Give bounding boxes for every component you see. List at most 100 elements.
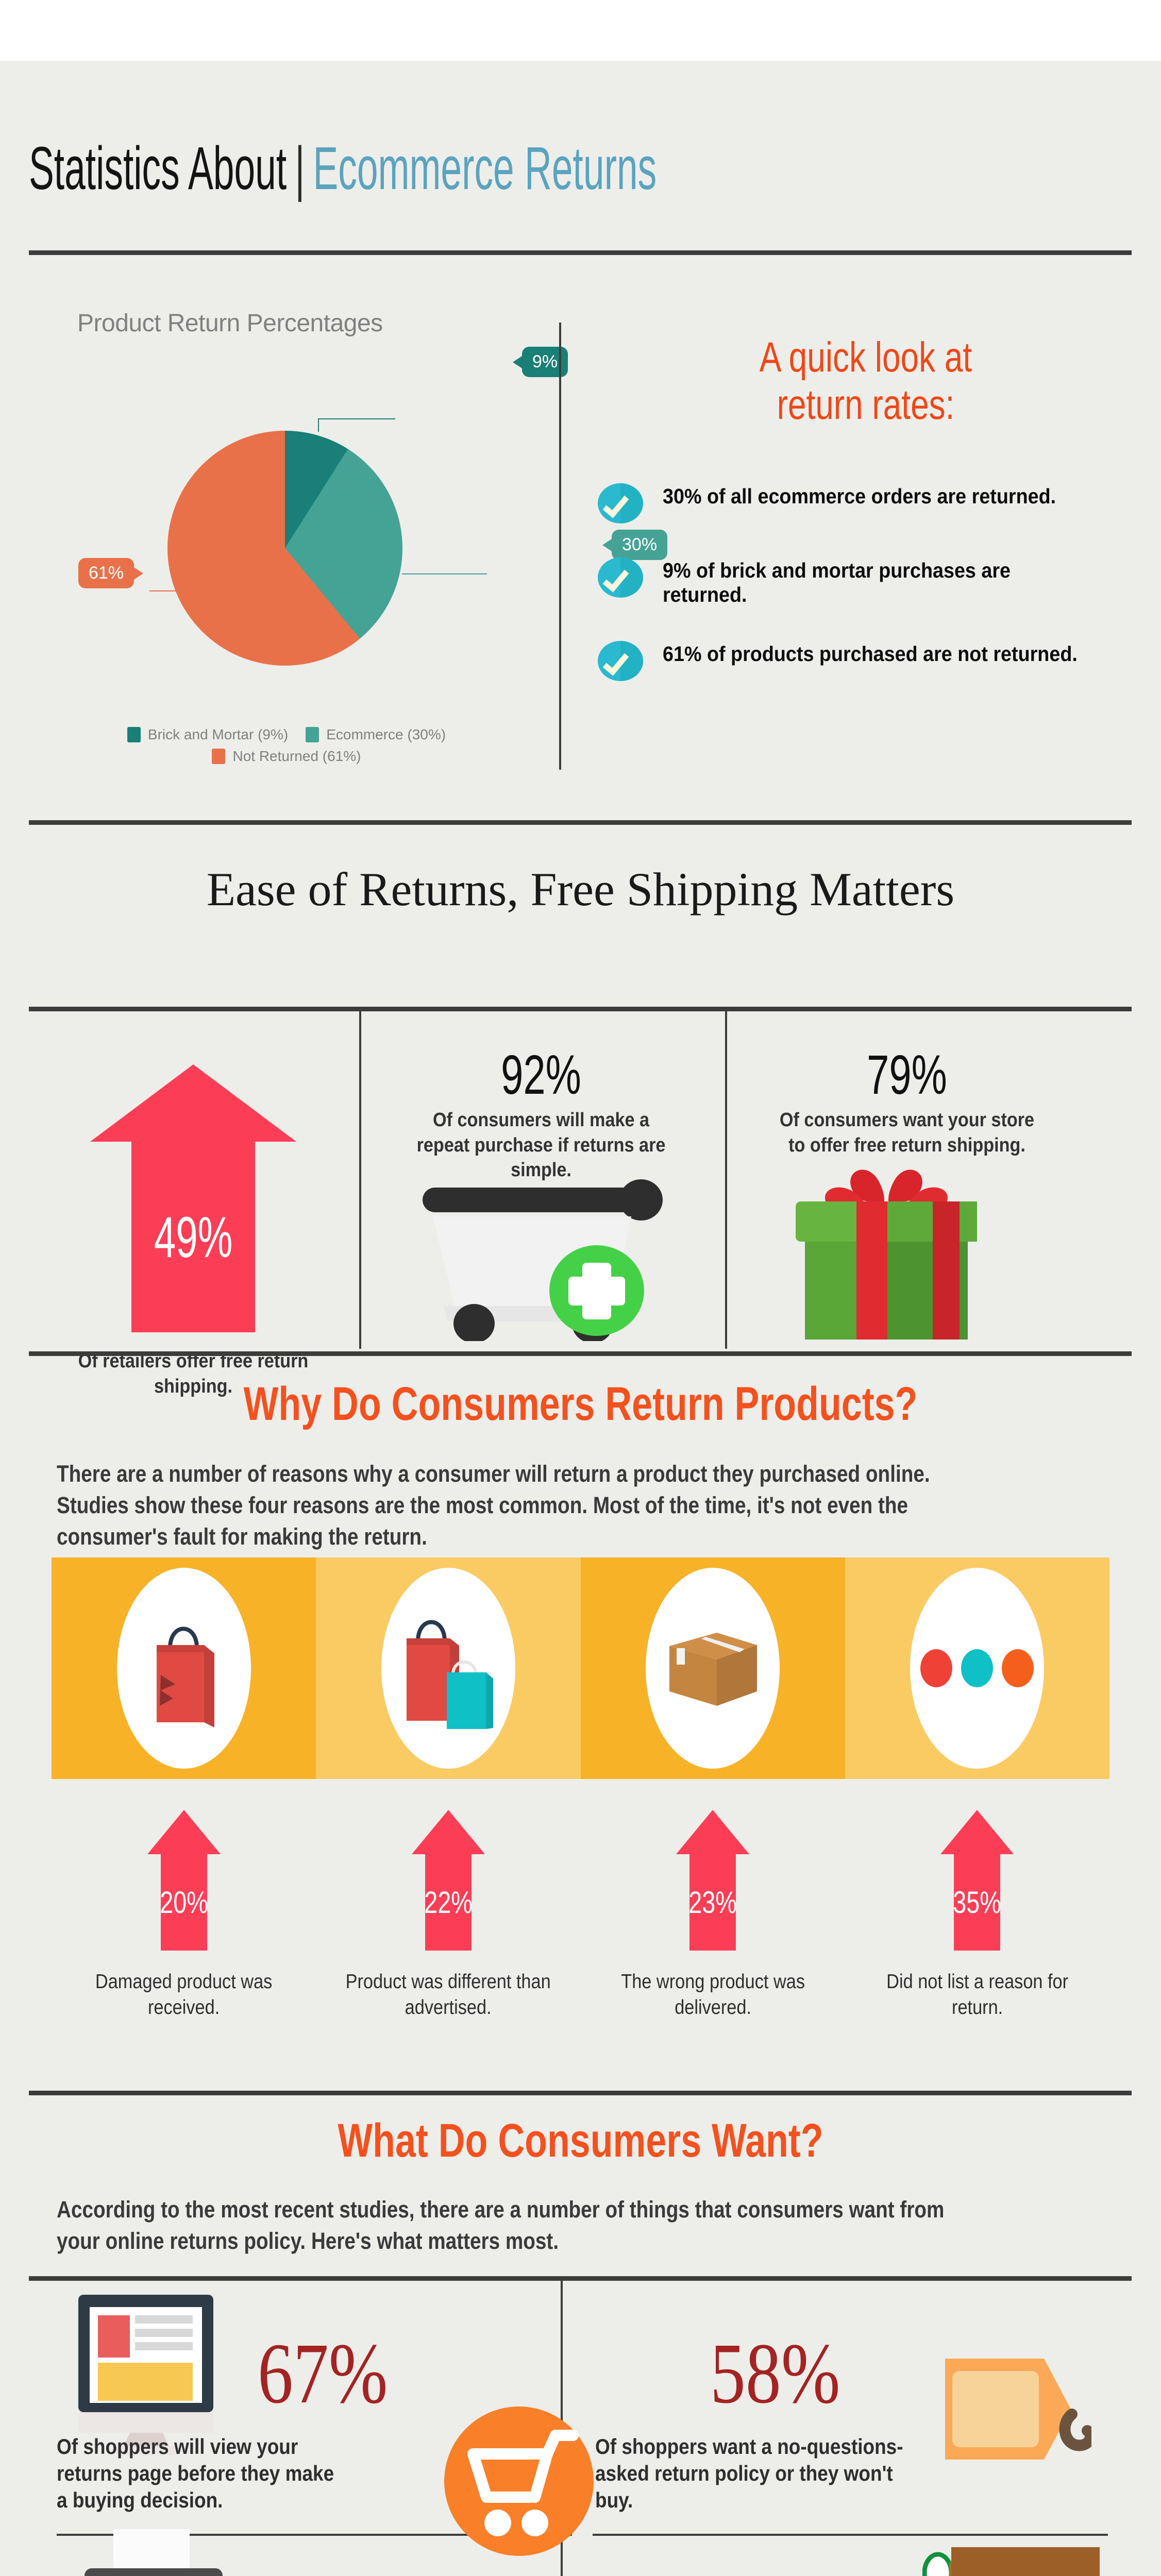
quick-look-list: 30% of all ecommerce orders are returned… [598, 483, 1134, 715]
ease-pct-2: 79% [867, 1043, 947, 1106]
pie-leader-9 [318, 418, 395, 419]
legend-item-ecommerce: Ecommerce (30%) [306, 726, 446, 743]
want-pct-1: 58% [710, 2326, 840, 2421]
oval-bg [910, 1568, 1045, 1769]
want-section-body: According to the most recent studies, th… [57, 2196, 945, 2255]
tile-no-reason [845, 1557, 1109, 1779]
up-arrow-icon: 35% [926, 1810, 1029, 1951]
quick-look-title-line2: return rates: [777, 381, 955, 428]
want-pct-0: 67% [258, 2326, 388, 2421]
up-arrow-icon: 49% [28, 1064, 358, 1332]
want-section-top-rule [29, 2091, 1132, 2095]
list-item: 61% of products purchased are not return… [598, 641, 1134, 682]
two-shopping-bags-icon [406, 1620, 493, 1729]
up-arrow-icon: 22% [397, 1810, 500, 1951]
check-circle-icon [598, 557, 643, 598]
shopping-cart-plus-icon [423, 1179, 663, 1341]
pie-leader-30 [402, 573, 487, 574]
gift-box-icon [796, 1170, 977, 1340]
page-title-divider: | [295, 134, 305, 202]
want-pct-2: 47% [258, 2575, 388, 2576]
three-dots-icon [920, 1649, 1034, 1687]
ease-section-top-rule [29, 820, 1132, 825]
monitor-icon [78, 2295, 213, 2455]
pie-label-not-returned: 61% [78, 558, 144, 588]
ease-section-title: Ease of Returns, Free Shipping Matters [206, 863, 955, 916]
want-label-0: Of shoppers will view your returns page … [57, 2434, 334, 2513]
quick-look-item-label: 9% of brick and mortar purchases are ret… [663, 558, 1011, 607]
reason-label-0: Damaged product was received. [95, 1971, 273, 2019]
page-title-primary: Statistics About [29, 134, 287, 202]
legend-item-brick-and-mortar: Brick and Mortar (9%) [127, 726, 288, 743]
page-title-secondary: Ecommerce Returns [313, 134, 657, 202]
why-tiles [52, 1557, 1109, 1779]
reason-label-1: Product was different than advertised. [345, 1971, 551, 2019]
why-section-top-rule [29, 1351, 1132, 1356]
list-item: 9% of brick and mortar purchases are ret… [598, 557, 1134, 607]
torn-shopping-bag-icon [156, 1626, 214, 1727]
legend-swatch-icon [127, 727, 141, 742]
ease-divider-1 [359, 1011, 361, 1349]
reason-label-2: The wrong product was delivered. [620, 1971, 805, 2019]
pie-label-ecommerce: 30% [602, 530, 668, 560]
pie-chart [167, 431, 402, 666]
ease-section-bottom-rule [29, 1007, 1132, 1011]
pie-slices [167, 431, 402, 666]
ease-pct-1: 92% [501, 1043, 581, 1106]
shopping-cart-badge [444, 2406, 594, 2556]
quick-look-title-line1: A quick look at [759, 334, 972, 381]
quick-look-item-label: 61% of products purchased are not return… [663, 642, 1078, 666]
tile-wrong-product [580, 1557, 845, 1779]
legend-swatch-icon [212, 749, 226, 764]
up-arrow-icon: 23% [661, 1810, 764, 1951]
infographic-page: Statistics About | Ecommerce Returns Produ… [0, 61, 1161, 2576]
pie-leader-61 [149, 590, 234, 591]
storefront-icon [922, 2547, 1100, 2576]
why-section-body: There are a number of reasons why a cons… [57, 1461, 930, 1550]
reason-pct-2: 23% [688, 1885, 737, 1920]
ease-label-1: Of consumers will make a repeat purchase… [416, 1109, 666, 1181]
up-arrow-icon: 20% [132, 1810, 235, 1951]
list-item: 30% of all ecommerce orders are returned… [598, 483, 1134, 523]
want-section-title: What Do Consumers Want? [338, 2114, 823, 2167]
legend-label: Ecommerce (30%) [326, 726, 446, 742]
printer-icon [85, 2529, 223, 2576]
reason-label-3: Did not list a reason for return. [886, 1971, 1068, 2019]
quick-look-item-label: 30% of all ecommerce orders are returned… [663, 484, 1056, 508]
oval-bg [116, 1568, 251, 1769]
want-grid-mid-rule-left [57, 2534, 572, 2536]
reason-1: 22% Product was different than advertise… [316, 1810, 580, 2021]
tile-different-product [316, 1557, 581, 1779]
reason-pct-0: 20% [159, 1885, 208, 1920]
shopping-cart-icon [467, 2430, 579, 2536]
reason-pct-1: 22% [424, 1885, 473, 1920]
legend-swatch-icon [306, 727, 319, 742]
ease-label-2: Of consumers want your store to offer fr… [779, 1109, 1035, 1156]
legend-label: Brick and Mortar (9%) [147, 726, 289, 742]
reason-pct-3: 35% [953, 1885, 1002, 1920]
section-vertical-divider [559, 323, 561, 770]
price-tag-icon [945, 2359, 1091, 2460]
chart-legend: Brick and Mortar (9%) Ecommerce (30%) No… [29, 726, 544, 770]
page-title: Statistics About | Ecommerce Returns [29, 138, 713, 199]
want-pct-3: 62% [710, 2575, 840, 2576]
want-grid-mid-rule-right [593, 2534, 1108, 2536]
oval-bg [646, 1568, 780, 1769]
cardboard-box-icon [669, 1632, 758, 1706]
want-grid-top-rule [29, 2276, 1132, 2281]
quick-look-title: A quick look at return rates: [663, 334, 1069, 429]
pie-leader-9-vert [318, 418, 319, 432]
ease-pct-0: 49% [154, 1205, 233, 1269]
why-section-title: Why Do Consumers Return Products? [243, 1378, 918, 1430]
reason-2: 23% The wrong product was delivered. [581, 1810, 845, 2021]
oval-bg [381, 1568, 515, 1769]
tile-damaged-product [52, 1557, 316, 1779]
ease-divider-2 [725, 1011, 727, 1349]
check-circle-icon [598, 641, 643, 682]
header-rule [29, 250, 1132, 255]
legend-label: Not Returned (61%) [232, 748, 361, 764]
check-circle-icon [598, 483, 643, 523]
want-label-1: Of shoppers want a no-questions-asked re… [595, 2434, 903, 2513]
reason-0: 20% Damaged product was received. [52, 1810, 316, 2021]
reason-3: 35% Did not list a reason for return. [845, 1810, 1109, 2021]
